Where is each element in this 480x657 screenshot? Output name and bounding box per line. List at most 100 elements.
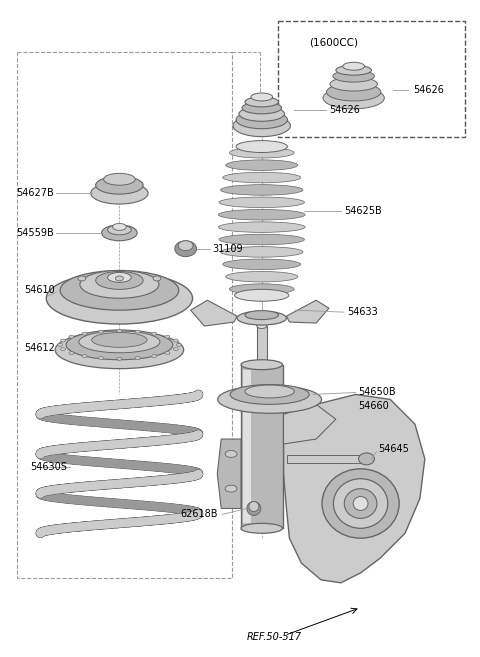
Ellipse shape <box>323 87 384 109</box>
Ellipse shape <box>218 222 305 233</box>
Text: 54660: 54660 <box>359 401 389 411</box>
Ellipse shape <box>152 355 157 357</box>
Ellipse shape <box>226 160 298 170</box>
Ellipse shape <box>223 172 301 183</box>
Ellipse shape <box>220 185 303 195</box>
Ellipse shape <box>178 240 193 251</box>
Ellipse shape <box>82 332 87 335</box>
Ellipse shape <box>230 384 309 404</box>
Ellipse shape <box>247 501 261 515</box>
Ellipse shape <box>235 289 289 301</box>
Ellipse shape <box>60 339 65 342</box>
Ellipse shape <box>96 176 143 194</box>
Ellipse shape <box>173 339 178 342</box>
Ellipse shape <box>219 235 304 245</box>
Text: 54612: 54612 <box>24 343 55 353</box>
Ellipse shape <box>333 70 374 82</box>
Polygon shape <box>284 404 336 444</box>
Ellipse shape <box>79 331 160 353</box>
Text: 54610: 54610 <box>24 285 55 296</box>
Ellipse shape <box>225 451 237 457</box>
Ellipse shape <box>102 225 137 240</box>
Ellipse shape <box>153 276 161 281</box>
Ellipse shape <box>359 453 374 465</box>
Ellipse shape <box>344 489 377 518</box>
Bar <box>241 365 283 528</box>
Ellipse shape <box>82 355 87 357</box>
Ellipse shape <box>96 271 143 289</box>
Ellipse shape <box>108 273 131 283</box>
Ellipse shape <box>135 330 140 333</box>
Ellipse shape <box>223 259 301 269</box>
Bar <box>243 370 251 524</box>
Bar <box>257 326 267 390</box>
Ellipse shape <box>69 335 74 338</box>
Ellipse shape <box>239 106 285 122</box>
Bar <box>277 20 466 137</box>
Ellipse shape <box>66 330 173 360</box>
Ellipse shape <box>152 332 157 335</box>
Ellipse shape <box>334 479 388 528</box>
Ellipse shape <box>98 330 104 333</box>
Ellipse shape <box>245 97 278 107</box>
Polygon shape <box>217 439 241 509</box>
Ellipse shape <box>117 330 122 332</box>
Bar <box>17 53 232 578</box>
Ellipse shape <box>245 385 294 398</box>
Ellipse shape <box>112 223 126 231</box>
Ellipse shape <box>116 276 123 281</box>
Text: 62618B: 62618B <box>181 509 218 520</box>
Ellipse shape <box>229 284 294 294</box>
Ellipse shape <box>237 311 287 325</box>
Text: 54625B: 54625B <box>344 206 382 216</box>
Text: 54626: 54626 <box>413 85 444 95</box>
Ellipse shape <box>60 271 179 310</box>
Text: 54626: 54626 <box>329 105 360 115</box>
Ellipse shape <box>92 332 147 348</box>
Ellipse shape <box>236 111 288 129</box>
Ellipse shape <box>326 83 381 101</box>
Ellipse shape <box>176 344 181 346</box>
Text: (1600CC): (1600CC) <box>309 37 358 47</box>
Ellipse shape <box>55 331 184 369</box>
Ellipse shape <box>78 276 86 281</box>
Ellipse shape <box>242 102 281 114</box>
Ellipse shape <box>343 62 364 70</box>
Ellipse shape <box>241 524 283 533</box>
Polygon shape <box>191 300 237 326</box>
Ellipse shape <box>220 246 303 257</box>
Text: 54645: 54645 <box>378 444 409 454</box>
Text: 54630S: 54630S <box>30 462 67 472</box>
Text: 54627B: 54627B <box>16 188 54 198</box>
Ellipse shape <box>58 344 62 346</box>
Text: 31109: 31109 <box>212 244 243 254</box>
Ellipse shape <box>175 240 196 257</box>
Ellipse shape <box>245 311 278 319</box>
Ellipse shape <box>165 351 170 355</box>
Ellipse shape <box>236 141 288 152</box>
Ellipse shape <box>173 348 178 351</box>
Polygon shape <box>284 394 425 583</box>
Ellipse shape <box>135 357 140 359</box>
Ellipse shape <box>108 225 131 235</box>
Ellipse shape <box>251 93 273 101</box>
Ellipse shape <box>80 271 159 298</box>
Ellipse shape <box>104 173 135 185</box>
Ellipse shape <box>165 335 170 338</box>
Text: REF.50-517: REF.50-517 <box>247 633 302 643</box>
Ellipse shape <box>218 386 322 413</box>
Ellipse shape <box>219 197 304 208</box>
Ellipse shape <box>353 497 368 510</box>
Ellipse shape <box>226 271 298 282</box>
Ellipse shape <box>229 147 294 158</box>
Ellipse shape <box>241 360 283 370</box>
Ellipse shape <box>322 469 399 538</box>
Ellipse shape <box>257 323 267 328</box>
Text: 54559B: 54559B <box>16 228 54 238</box>
Ellipse shape <box>225 485 237 492</box>
Ellipse shape <box>249 501 259 511</box>
Ellipse shape <box>233 115 290 137</box>
Ellipse shape <box>69 351 74 355</box>
Text: 54633: 54633 <box>347 307 377 317</box>
Text: 54650B: 54650B <box>359 388 396 397</box>
